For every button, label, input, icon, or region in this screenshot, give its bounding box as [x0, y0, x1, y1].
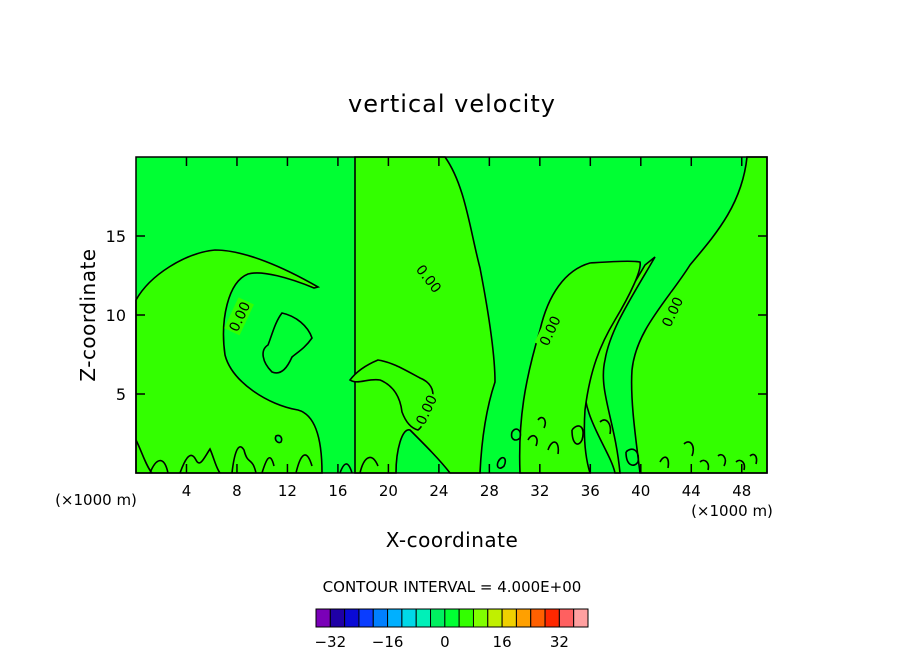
colorbar-swatch — [444, 608, 460, 628]
colorbar-tick-label: −32 — [314, 633, 346, 651]
x-tick-label: 36 — [581, 482, 600, 500]
colorbar-tick-labels: −32 −16 0 16 32 — [314, 633, 568, 651]
colorbar-swatch — [358, 608, 374, 628]
positive-regions — [135, 156, 768, 474]
contour-fringe-bottom — [135, 416, 758, 474]
x-tick-label: 24 — [429, 482, 448, 500]
colorbar-swatch — [544, 608, 560, 628]
y-tick-label: 15 — [106, 227, 126, 246]
x-axis-label: X-coordinate — [386, 528, 519, 552]
contour-label-background — [412, 259, 447, 297]
contour-pocket-left — [262, 312, 313, 374]
x-tick-label: 40 — [631, 482, 650, 500]
colorbar-swatch — [472, 608, 489, 628]
contour-interval-text: CONTOUR INTERVAL = 4.000E+00 — [323, 578, 582, 596]
plot-area: 0.000.000.000.000.00 — [135, 156, 768, 474]
positive-region-left — [135, 249, 323, 474]
chart-title: vertical velocity — [348, 90, 556, 118]
colorbar — [315, 608, 589, 628]
x-unit-label-left: (×1000 m) — [55, 491, 137, 509]
contour-label-background — [224, 297, 254, 336]
colorbar-swatch — [344, 608, 360, 628]
colorbar-tick-label: 0 — [440, 633, 450, 651]
colorbar-swatch — [458, 608, 474, 628]
contour-label-background — [534, 311, 565, 350]
y-axis: 5 10 15 — [106, 227, 767, 404]
colorbar-tick-label: 16 — [493, 633, 512, 651]
colorbar-tick-label: −16 — [372, 633, 404, 651]
x-tick-label: 48 — [732, 482, 751, 500]
positive-region-right-top — [630, 156, 768, 474]
colorbar-swatch — [530, 608, 546, 628]
x-unit-label-right: (×1000 m) — [691, 502, 773, 520]
contour-pocket-small — [274, 434, 283, 444]
contour-label-background — [410, 390, 441, 429]
x-tick-label: 28 — [480, 482, 499, 500]
positive-region-center — [354, 156, 496, 474]
positive-region-right — [583, 256, 656, 474]
colorbar-swatch — [573, 608, 589, 628]
colorbar-swatch — [387, 608, 403, 628]
x-tick-label: 44 — [682, 482, 701, 500]
x-tick-label: 32 — [530, 482, 549, 500]
colorbar-swatch — [430, 608, 446, 628]
colorbar-swatch — [558, 608, 575, 628]
colorbar-tick-label: 32 — [550, 633, 569, 651]
x-axis: 4 8 12 16 20 24 28 32 36 40 44 48 — [182, 157, 751, 500]
y-tick-label: 5 — [116, 385, 126, 404]
colorbar-swatch — [401, 608, 417, 628]
colorbar-swatch — [487, 608, 503, 628]
colorbar-swatch — [415, 608, 432, 628]
contour-label-background — [657, 292, 687, 331]
colorbar-swatch — [329, 608, 346, 628]
x-tick-label: 16 — [328, 482, 347, 500]
colorbar-swatch — [515, 608, 532, 628]
colorbar-swatch — [372, 608, 389, 628]
x-tick-label: 12 — [278, 482, 297, 500]
y-axis-label: Z-coordinate — [76, 248, 100, 381]
x-tick-label: 4 — [182, 482, 192, 500]
x-tick-label: 20 — [379, 482, 398, 500]
x-tick-label: 8 — [232, 482, 242, 500]
y-tick-label: 10 — [106, 306, 126, 325]
colorbar-swatch — [501, 608, 517, 628]
colorbar-swatch — [315, 608, 331, 628]
